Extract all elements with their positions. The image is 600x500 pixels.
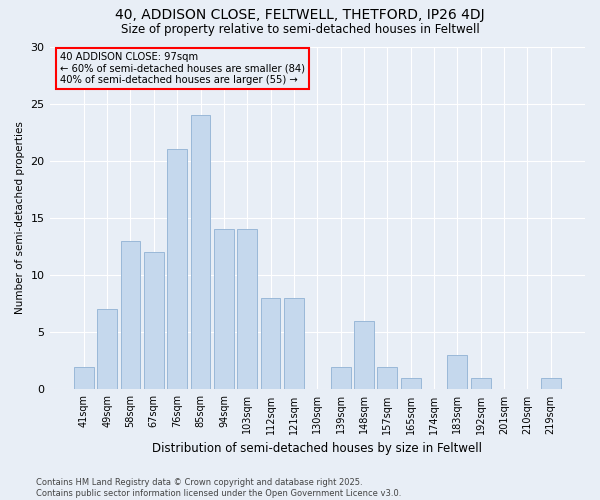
Bar bbox=[448, 355, 467, 390]
Bar bbox=[401, 378, 421, 390]
Bar bbox=[354, 321, 374, 390]
Y-axis label: Number of semi-detached properties: Number of semi-detached properties bbox=[15, 122, 25, 314]
Bar bbox=[214, 230, 234, 390]
Text: Size of property relative to semi-detached houses in Feltwell: Size of property relative to semi-detach… bbox=[121, 22, 479, 36]
Text: 40 ADDISON CLOSE: 97sqm
← 60% of semi-detached houses are smaller (84)
40% of se: 40 ADDISON CLOSE: 97sqm ← 60% of semi-de… bbox=[60, 52, 305, 85]
Text: 40, ADDISON CLOSE, FELTWELL, THETFORD, IP26 4DJ: 40, ADDISON CLOSE, FELTWELL, THETFORD, I… bbox=[115, 8, 485, 22]
Text: Contains HM Land Registry data © Crown copyright and database right 2025.
Contai: Contains HM Land Registry data © Crown c… bbox=[36, 478, 401, 498]
Bar bbox=[331, 366, 350, 390]
Bar bbox=[191, 115, 211, 390]
Bar bbox=[541, 378, 560, 390]
Bar bbox=[167, 150, 187, 390]
Bar bbox=[97, 310, 117, 390]
Bar bbox=[260, 298, 280, 390]
Bar bbox=[377, 366, 397, 390]
Bar bbox=[144, 252, 164, 390]
Bar bbox=[284, 298, 304, 390]
Bar bbox=[74, 366, 94, 390]
Bar bbox=[121, 241, 140, 390]
Bar bbox=[238, 230, 257, 390]
X-axis label: Distribution of semi-detached houses by size in Feltwell: Distribution of semi-detached houses by … bbox=[152, 442, 482, 455]
Bar bbox=[471, 378, 491, 390]
